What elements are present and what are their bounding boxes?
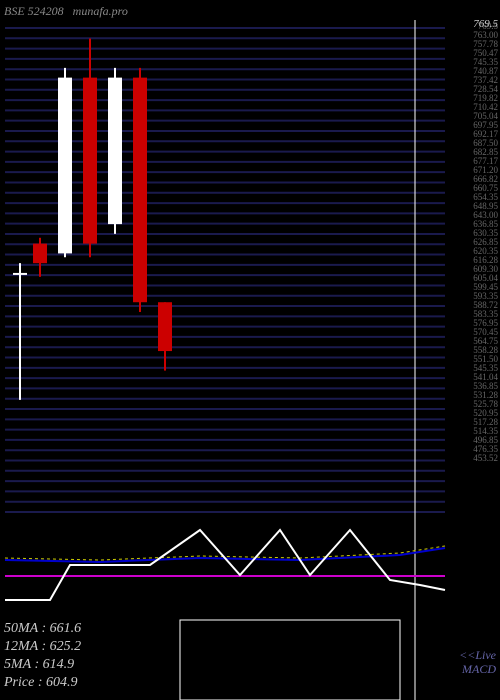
stats-panel: 50MA : 661.6 12MA : 625.2 5MA : 614.9 Pr… xyxy=(4,620,81,692)
chart-header: BSE 524208 munafa.pro xyxy=(4,4,128,19)
candlesticks xyxy=(13,39,172,400)
macd-box xyxy=(180,620,400,700)
price-label: 453.52 xyxy=(448,454,498,463)
price-stat: Price : 604.9 xyxy=(4,674,81,692)
price-scale: 769.5763.00757.78750.47745.35740.87737.4… xyxy=(448,22,498,463)
site-label: munafa.pro xyxy=(73,4,128,18)
macd-text-label: MACD xyxy=(459,662,496,676)
ma50-stat: 50MA : 661.6 xyxy=(4,620,81,638)
top-price-label: 769.5 xyxy=(473,18,498,30)
ticker-label: 524208 xyxy=(28,4,64,18)
indicator-lines xyxy=(5,530,445,600)
chart-svg xyxy=(0,0,500,700)
macd-label: <<Live MACD xyxy=(459,648,496,676)
ma12-stat: 12MA : 625.2 xyxy=(4,638,81,656)
ma5-stat: 5MA : 614.9 xyxy=(4,656,81,674)
macd-live-label: <<Live xyxy=(459,648,496,662)
exchange-label: BSE xyxy=(4,4,25,18)
